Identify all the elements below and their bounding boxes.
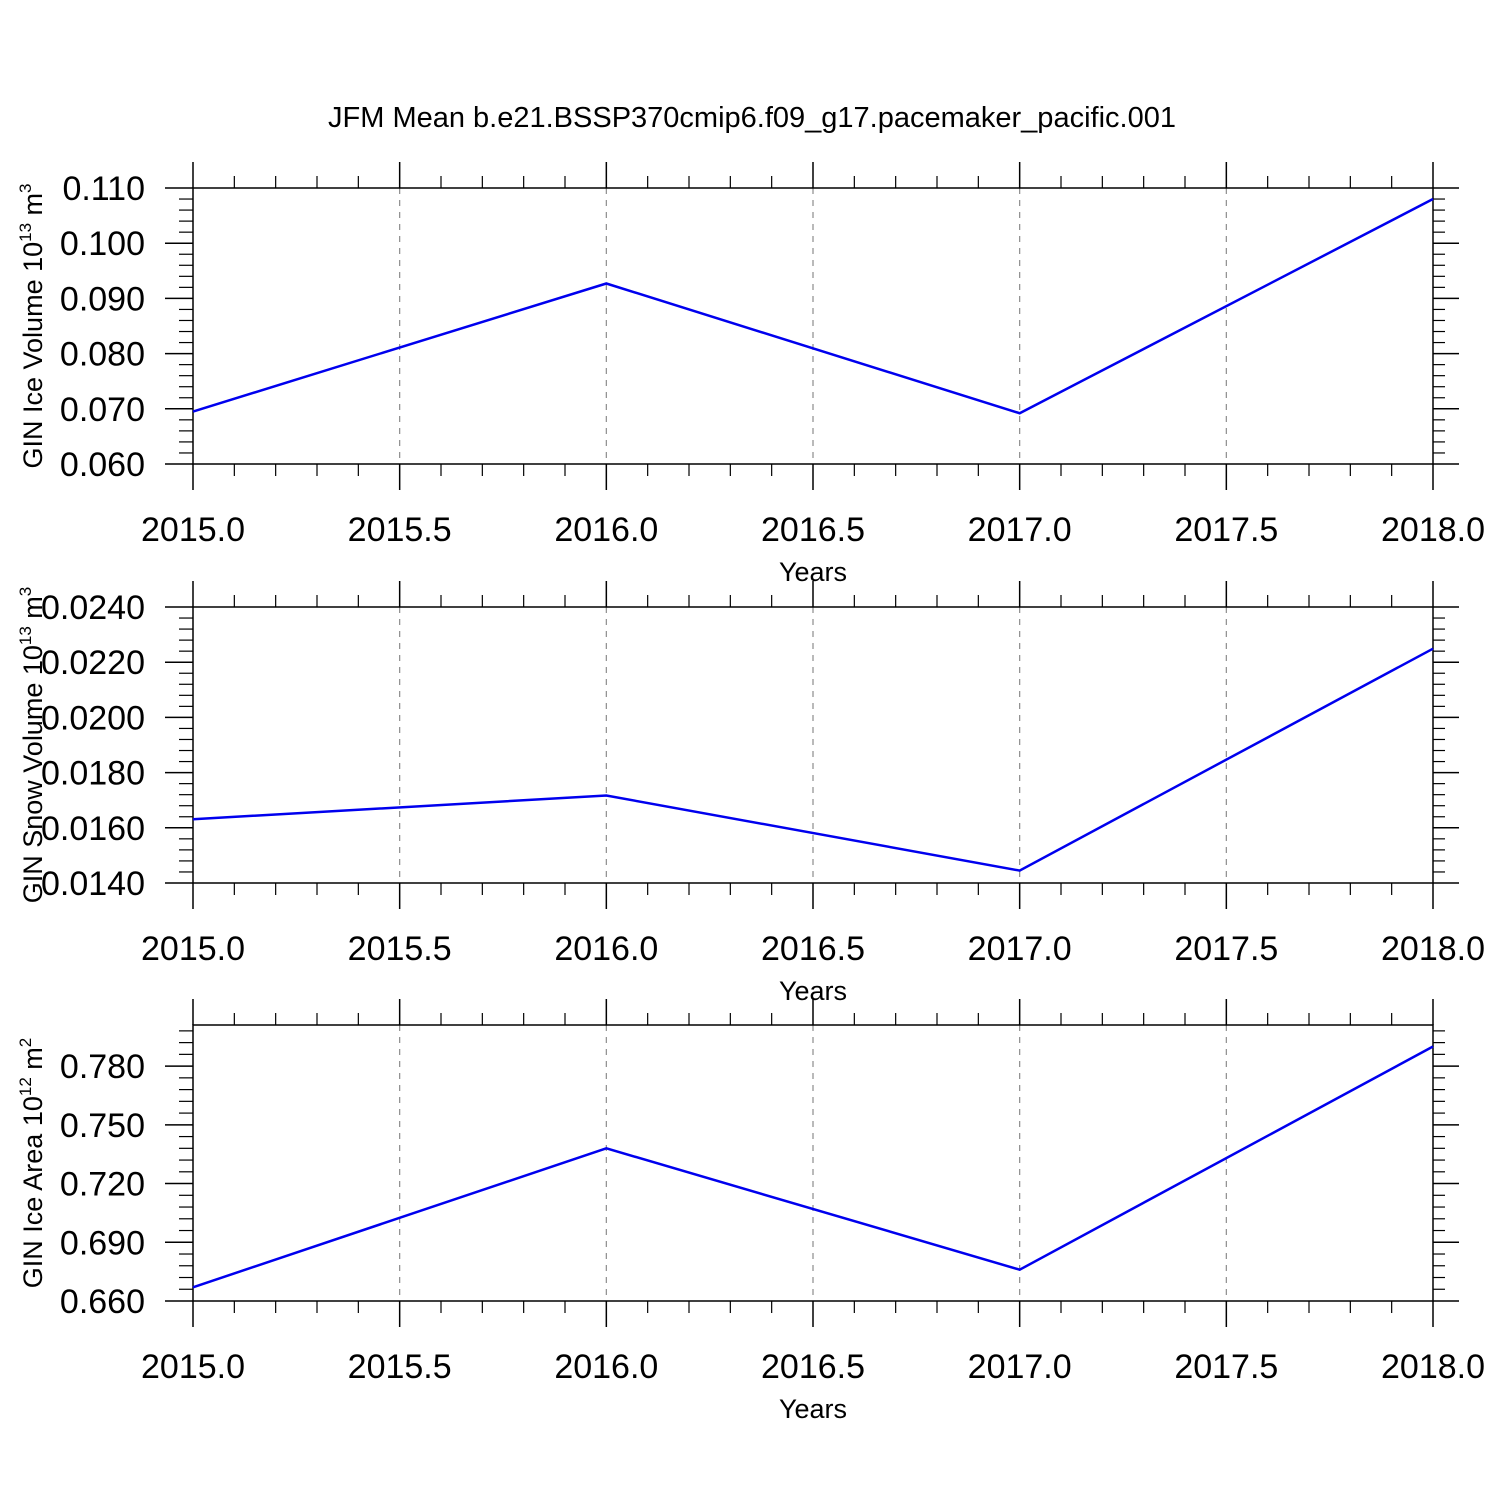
x-tick-label: 2015.0	[141, 930, 245, 968]
x-tick-label: 2017.0	[968, 1348, 1072, 1386]
x-axis-title: Years	[779, 1394, 847, 1424]
y-tick-label: 0.720	[60, 1166, 145, 1204]
x-tick-label: 2015.0	[141, 511, 245, 549]
series-line	[192, 647, 1434, 872]
x-tick-label: 2017.0	[968, 930, 1072, 968]
x-tick-label: 2018.0	[1381, 511, 1485, 549]
x-tick-label: 2016.5	[761, 1348, 865, 1386]
y-tick-label: 0.780	[60, 1048, 145, 1086]
y-tick-label: 0.660	[60, 1283, 145, 1321]
y-tick-label: 0.0240	[41, 589, 145, 627]
y-tick-label: 0.110	[62, 170, 145, 208]
x-tick-label: 2016.5	[761, 511, 865, 549]
y-tick-label: 0.0200	[41, 699, 145, 737]
panel-3: 2015.0 2015.5 2016.0 2016.5 2017.0 2017.5 2018…	[16, 999, 1485, 1424]
x-tick-label: 2017.5	[1174, 1348, 1278, 1386]
y-tick-label: 0.0220	[41, 644, 145, 682]
x-tick-label: 2016.0	[554, 1348, 658, 1386]
x-tick-label: 2015.5	[348, 930, 452, 968]
x-tick-label: 2018.0	[1381, 930, 1485, 968]
x-tick-label: 2015.0	[141, 1348, 245, 1386]
x-tick-label: 2016.0	[554, 930, 658, 968]
y-tick-label: 0.070	[60, 391, 145, 429]
panel-1: 2015.0 2015.5 2016.0 2016.5 2017.0 2017.5 2018…	[16, 162, 1485, 587]
y-tick-label: 0.0180	[41, 755, 145, 793]
x-tick-label: 2017.0	[968, 511, 1072, 549]
y-tick-label: 0.100	[60, 225, 145, 263]
x-tick-label: 2016.0	[554, 511, 658, 549]
x-tick-label: 2015.5	[348, 511, 452, 549]
series-line	[192, 197, 1434, 415]
y-axis-title: GIN Ice Volume 1013 m3	[16, 183, 48, 468]
y-tick-label: 0.080	[60, 336, 145, 374]
chart-title: JFM Mean b.e21.BSSP370cmip6.f09_g17.pace…	[328, 102, 1176, 134]
y-axis-title: GIN Ice Area 1012 m2	[16, 1038, 48, 1289]
panel-2: 2015.0 2015.5 2016.0 2016.5 2017.0 2017.5 2018…	[16, 581, 1485, 1006]
y-tick-label: 0.0140	[41, 865, 145, 903]
x-tick-label: 2015.5	[348, 1348, 452, 1386]
x-tick-label: 2016.5	[761, 930, 865, 968]
x-tick-label: 2017.5	[1174, 930, 1278, 968]
y-tick-label: 0.060	[60, 446, 145, 484]
x-tick-label: 2017.5	[1174, 511, 1278, 549]
y-tick-label: 0.090	[60, 280, 145, 318]
panels: 2015.0 2015.5 2016.0 2016.5 2017.0 2017.5 2018…	[16, 162, 1485, 1424]
y-tick-label: 0.690	[60, 1224, 145, 1262]
x-tick-label: 2018.0	[1381, 1348, 1485, 1386]
y-axis-title: GIN Snow Volume 1013 m3	[16, 587, 48, 904]
series-line	[192, 1045, 1434, 1289]
y-tick-label: 0.0160	[41, 810, 145, 848]
y-tick-label: 0.750	[60, 1107, 145, 1145]
